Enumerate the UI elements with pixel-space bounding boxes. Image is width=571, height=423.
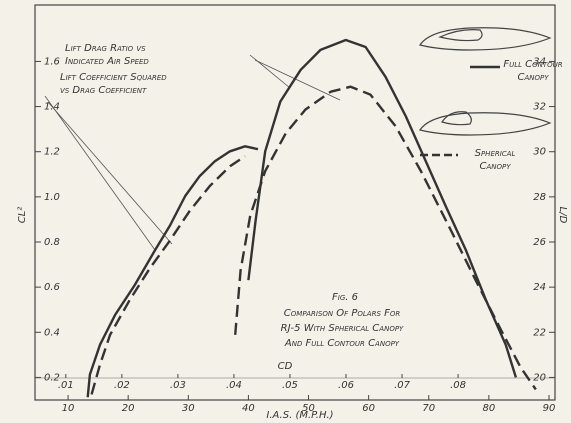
y-tick-label: 1.2 bbox=[44, 147, 60, 158]
y2-tick-label: 26 bbox=[533, 237, 546, 248]
data-line bbox=[90, 155, 246, 395]
y-tick-label: 1.0 bbox=[44, 192, 60, 203]
y2-tick-label: 30 bbox=[533, 147, 546, 158]
x-axis-label: I.A.S. (M.P.H.) bbox=[266, 410, 333, 421]
x-tick-label: 40 bbox=[242, 403, 255, 414]
caption-line: Comparison Of Polars For bbox=[284, 308, 401, 319]
legend-label: Full Contour Canopy bbox=[503, 59, 563, 83]
leader-lines bbox=[44, 54, 341, 251]
caption-line: RJ-5 With Spherical Canopy bbox=[281, 323, 404, 334]
caption-line: And Full Contour Canopy bbox=[284, 338, 400, 349]
y2-tick-label: 24 bbox=[533, 282, 546, 293]
annotation: vs Drag Coefficient bbox=[60, 85, 147, 96]
x2-tick-label: .05 bbox=[282, 380, 298, 391]
y-tick-label: 1.6 bbox=[44, 56, 60, 67]
annotation: Lift Coefficient Squared bbox=[60, 72, 167, 83]
x-tick-label: 90 bbox=[543, 403, 556, 414]
x2-tick-label: .01 bbox=[58, 380, 74, 391]
x2-tick-label: .07 bbox=[394, 380, 411, 391]
x-tick-label: 80 bbox=[483, 403, 496, 414]
x-tick-label: 50 bbox=[302, 403, 315, 414]
y-tick-label: 0.8 bbox=[44, 237, 60, 248]
y-tick-label: 1.4 bbox=[44, 102, 60, 113]
x2-axis-label: CD bbox=[278, 361, 293, 372]
x2-tick-label: .04 bbox=[226, 380, 242, 391]
x2-tick-label: .03 bbox=[170, 380, 186, 391]
x2-tick-label: .02 bbox=[114, 380, 130, 391]
annotation: Lift Drag Ratio vs bbox=[65, 43, 146, 54]
data-line bbox=[86, 145, 259, 398]
y2-tick-label: 22 bbox=[533, 327, 546, 338]
y-tick-label: 0.4 bbox=[44, 327, 60, 338]
x-tick-label: 20 bbox=[122, 403, 135, 414]
legend-label: Spherical Canopy bbox=[474, 148, 516, 172]
plot-frame bbox=[34, 4, 556, 401]
y2-tick-label: 34 bbox=[533, 56, 546, 67]
x-tick-label: 30 bbox=[182, 403, 195, 414]
y2-tick-label: 28 bbox=[533, 192, 546, 203]
y-axis-label: CL² bbox=[17, 207, 28, 224]
x-tick-label: 70 bbox=[422, 403, 435, 414]
x-tick-label: 10 bbox=[62, 403, 75, 414]
canopy-sketch-full bbox=[419, 27, 552, 51]
y-tick-label: 0.6 bbox=[44, 282, 60, 293]
y2-axis-label: L/D bbox=[557, 207, 568, 224]
data-line bbox=[247, 38, 518, 378]
x-tick-label: 60 bbox=[362, 403, 375, 414]
x2-tick-label: .08 bbox=[450, 380, 466, 391]
y2-tick-label: 32 bbox=[533, 102, 546, 113]
canopy-sketch-spherical bbox=[419, 111, 552, 136]
caption-title: Fig. 6 bbox=[332, 292, 358, 303]
annotation: Indicated Air Speed bbox=[65, 56, 149, 67]
x2-tick-label: .06 bbox=[338, 380, 354, 391]
